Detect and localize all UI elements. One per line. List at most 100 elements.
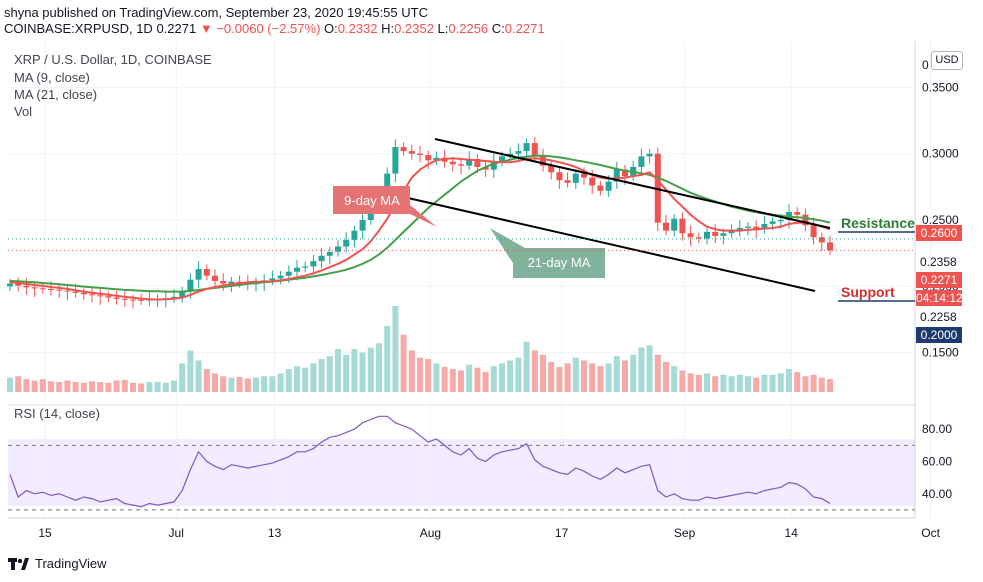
volume-bar bbox=[671, 366, 678, 392]
volume-bar bbox=[318, 359, 325, 392]
candle-body bbox=[48, 288, 54, 290]
time-tick-label: 14 bbox=[785, 526, 799, 540]
candle-body bbox=[736, 227, 743, 231]
open-value: 0.2332 bbox=[337, 21, 378, 36]
volume-bar bbox=[7, 377, 13, 392]
volume-bar bbox=[736, 374, 743, 392]
rsi-tick-label: 40.00 bbox=[922, 487, 952, 501]
volume-bar bbox=[827, 379, 833, 392]
price-tick-label: 0.1500 bbox=[922, 346, 959, 360]
volume-bar bbox=[417, 357, 423, 392]
candle-body bbox=[671, 218, 678, 231]
volume-bar bbox=[294, 366, 300, 392]
volume-bar bbox=[277, 373, 284, 392]
volume-bar bbox=[80, 382, 87, 392]
candle-body bbox=[499, 156, 505, 162]
candle-body bbox=[359, 220, 366, 231]
volume-bar bbox=[597, 366, 604, 392]
volume-bar bbox=[687, 373, 694, 392]
volume-bar bbox=[171, 380, 177, 392]
legend-rsi[interactable]: RSI (14, close) bbox=[14, 406, 100, 421]
candle-body bbox=[236, 281, 243, 283]
candle-body bbox=[663, 222, 669, 231]
volume-bar bbox=[777, 373, 784, 392]
low-label: L: bbox=[437, 21, 449, 36]
volume-bar bbox=[818, 377, 825, 392]
current-price-badge: 0.2271 bbox=[916, 272, 962, 288]
legend-ma21[interactable]: MA (21, close) bbox=[14, 87, 98, 102]
volume-bar bbox=[253, 377, 259, 392]
ma9-line bbox=[9, 157, 831, 301]
candle-body bbox=[326, 251, 333, 256]
volume-bar bbox=[105, 382, 112, 392]
tradingview-logo[interactable]: TradingView bbox=[8, 556, 107, 571]
candle-body bbox=[695, 237, 702, 239]
volume-bar bbox=[48, 381, 54, 392]
candle-body bbox=[687, 233, 694, 238]
time-tick-label: 17 bbox=[555, 526, 569, 540]
legend-ma9[interactable]: MA (9, close) bbox=[14, 70, 90, 85]
candle-body bbox=[466, 159, 473, 166]
volume-bar bbox=[392, 306, 399, 392]
candle-body bbox=[679, 218, 686, 234]
volume-bar bbox=[351, 349, 358, 392]
candle-body bbox=[818, 237, 825, 243]
ma9-callout bbox=[333, 186, 437, 227]
volume-bar bbox=[302, 367, 309, 392]
candle-body bbox=[195, 269, 202, 280]
volume-bar bbox=[564, 363, 571, 392]
candle-body bbox=[56, 289, 63, 291]
volume-bar bbox=[97, 381, 104, 392]
volume-bar bbox=[31, 380, 38, 392]
candle-body bbox=[802, 214, 809, 226]
candle-body bbox=[302, 266, 309, 268]
ma21-callout-label: 21-day MA bbox=[528, 255, 591, 270]
volume-bar bbox=[72, 381, 79, 392]
volume-bar bbox=[499, 363, 505, 392]
candle-body bbox=[531, 143, 538, 157]
candle-body bbox=[351, 230, 358, 240]
volume-bar bbox=[56, 381, 63, 392]
candle-body bbox=[138, 299, 145, 301]
rsi-tick-label: 60.00 bbox=[922, 455, 952, 469]
volume-bar bbox=[326, 356, 333, 392]
candle-body bbox=[728, 230, 735, 234]
candle-body bbox=[64, 290, 71, 292]
candle-body bbox=[417, 153, 423, 156]
candle-body bbox=[589, 177, 596, 186]
time-tick-label: 15 bbox=[38, 526, 52, 540]
rsi-line bbox=[9, 415, 831, 508]
volume-bar bbox=[728, 376, 735, 392]
volume-bar bbox=[794, 371, 801, 392]
volume-bar bbox=[515, 357, 522, 392]
candle-body bbox=[704, 231, 710, 239]
time-tick-label: Jul bbox=[169, 526, 184, 540]
volume-bar bbox=[130, 382, 136, 392]
volume-bar bbox=[605, 363, 612, 392]
volume-bar bbox=[433, 363, 440, 392]
volume-bar bbox=[556, 366, 563, 392]
time-tick-label: Aug bbox=[420, 526, 441, 540]
volume-bar bbox=[695, 374, 702, 392]
candle-body bbox=[97, 295, 104, 297]
candle-body bbox=[605, 181, 612, 191]
volume-bar bbox=[203, 369, 210, 392]
resistance-label: Resistance bbox=[841, 215, 915, 231]
volume-bar bbox=[654, 354, 661, 392]
high-value: 0.2352 bbox=[394, 21, 434, 36]
support-label: Support bbox=[841, 284, 895, 300]
volume-bar bbox=[212, 373, 218, 392]
candle-body bbox=[39, 288, 46, 290]
candle-body bbox=[761, 223, 768, 230]
volume-bar bbox=[359, 352, 366, 392]
candle-body bbox=[7, 283, 13, 287]
volume-bar bbox=[343, 354, 350, 392]
candle-body bbox=[581, 173, 587, 178]
currency-button[interactable]: USD bbox=[931, 51, 963, 70]
candle-body bbox=[121, 298, 128, 300]
volume-bar bbox=[679, 370, 686, 392]
candle-body bbox=[203, 269, 210, 276]
legend-volume[interactable]: Vol bbox=[14, 104, 33, 119]
price-change: ▼ −0.0060 (−2.57%) bbox=[199, 21, 321, 36]
